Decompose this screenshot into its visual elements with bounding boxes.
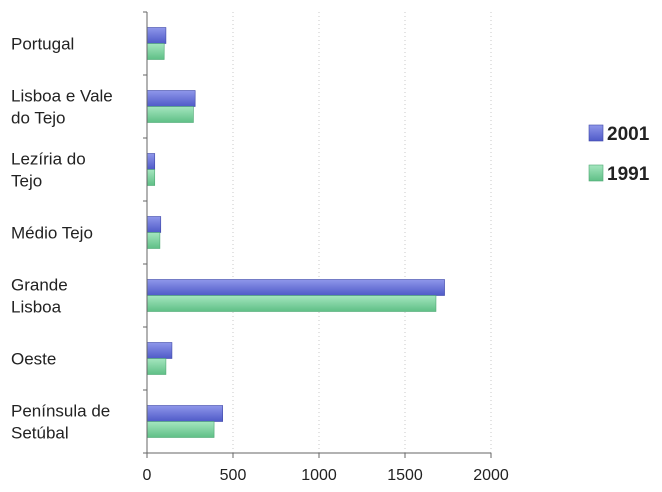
x-tick-label: 1500 <box>387 467 423 484</box>
bar-2001 <box>146 342 173 359</box>
category-label: Oeste <box>11 350 56 369</box>
axes <box>143 11 492 458</box>
bars <box>146 27 445 438</box>
category-label: Médio Tejo <box>11 224 93 243</box>
legend-label-2001: 2001 <box>607 124 650 145</box>
legend-label-1991: 1991 <box>607 164 650 185</box>
bar-1991 <box>146 169 156 186</box>
category-label: Lezíria do <box>11 150 86 169</box>
tick-labels: 0 500 1000 1500 2000 <box>143 467 509 484</box>
bar-2001 <box>146 405 223 422</box>
legend-swatch-1991 <box>588 164 604 182</box>
category-label: Grande <box>11 276 68 295</box>
bar-1991 <box>146 295 437 312</box>
bar-1991 <box>146 106 194 123</box>
bar-1991 <box>146 232 161 249</box>
gridlines <box>232 12 492 453</box>
category-label: Lisboa e Vale <box>11 87 113 106</box>
category-label: Setúbal <box>11 424 69 443</box>
category-label: Tejo <box>11 172 42 191</box>
x-tick-label: 0 <box>143 467 152 484</box>
category-label: Península de <box>11 402 110 421</box>
bar-2001 <box>146 153 156 170</box>
bar-1991 <box>146 421 215 438</box>
category-labels: Portugal Lisboa e Vale do Tejo Lezíria do Te… <box>11 35 113 443</box>
legend-swatch-2001 <box>588 124 604 142</box>
bar-2001 <box>146 279 445 296</box>
bar-2001 <box>146 90 196 107</box>
bar-2001 <box>146 27 167 44</box>
bar-1991 <box>146 358 167 375</box>
bar-1991 <box>146 43 165 60</box>
category-label: do Tejo <box>11 109 66 128</box>
legend: 2001 1991 <box>588 124 650 185</box>
category-label: Portugal <box>11 35 74 54</box>
bar-2001 <box>146 216 162 233</box>
x-tick-label: 2000 <box>473 467 509 484</box>
x-tick-label: 500 <box>220 467 247 484</box>
category-label: Lisboa <box>11 298 62 317</box>
x-tick-label: 1000 <box>301 467 337 484</box>
